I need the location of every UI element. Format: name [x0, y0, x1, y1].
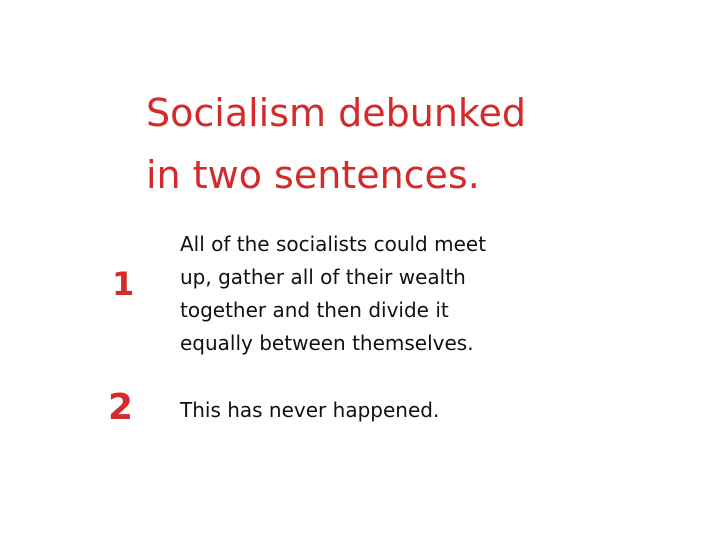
page-title: Socialism debunked in two sentences.	[146, 82, 666, 206]
item-text-1: All of the socialists could meet up, gat…	[180, 228, 486, 360]
item-1-line-4: equally between themselves.	[180, 331, 474, 355]
item-2-line-1: This has never happened.	[180, 398, 440, 422]
title-line-1: Socialism debunked	[146, 91, 527, 135]
item-text-2: This has never happened.	[180, 394, 439, 427]
item-number-1: 1	[112, 265, 135, 303]
item-1-line-2: up, gather all of their wealth	[180, 265, 466, 289]
item-number-2: 2	[108, 387, 134, 428]
title-line-2: in two sentences.	[146, 153, 480, 197]
item-1-line-3: together and then divide it	[180, 298, 449, 322]
item-1-line-1: All of the socialists could meet	[180, 232, 487, 256]
